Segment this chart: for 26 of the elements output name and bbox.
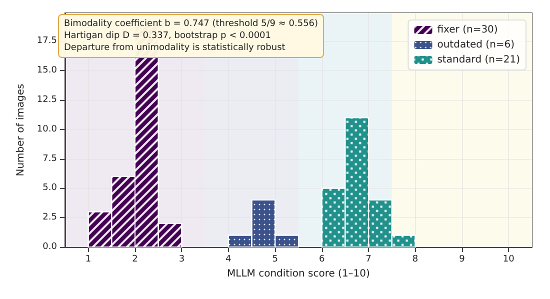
x-tick-label: 1 <box>85 254 92 264</box>
y-tick-label: 17.5 <box>36 36 57 46</box>
x-tick-label: 6 <box>318 254 325 264</box>
x-tick-label: 7 <box>366 254 372 264</box>
y-tick-label: 2.5 <box>42 212 57 223</box>
x-axis-title: MLLM condition score (1–10) <box>227 268 370 280</box>
legend-label: outdated (n=6) <box>437 40 515 50</box>
legend-label: standard (n=21) <box>437 54 520 66</box>
y-axis-title: Number of images <box>16 84 26 176</box>
x-tick-label: 8 <box>412 254 418 264</box>
x-tick-label: 2 <box>132 254 138 264</box>
x-tick-label: 4 <box>226 254 232 264</box>
y-tick-label: 5.0 <box>42 183 58 194</box>
annotation: Bimodality coefficient b = 0.747 (threshold 5/9 ≈ 0.556) <box>64 19 318 29</box>
x-tick-label: 10 <box>502 254 515 264</box>
y-tick-label: 15.0 <box>36 66 58 76</box>
y-tick-label: 0.0 <box>42 242 58 252</box>
x-tick-label: 3 <box>178 254 185 264</box>
legend-label: fixer (n=30) <box>437 24 498 36</box>
y-tick-label: 12.5 <box>36 95 57 106</box>
x-tick-label: 5 <box>272 254 278 264</box>
y-tick-label: 7.5 <box>42 154 57 164</box>
x-tick-label: 9 <box>459 254 466 264</box>
annotation: Hartigan dip D = 0.337, bootstrap p < 0.0001 <box>64 31 271 41</box>
y-tick-label: 10.0 <box>36 124 58 134</box>
annotation: Departure from unimodality is statistically robust <box>64 43 286 53</box>
